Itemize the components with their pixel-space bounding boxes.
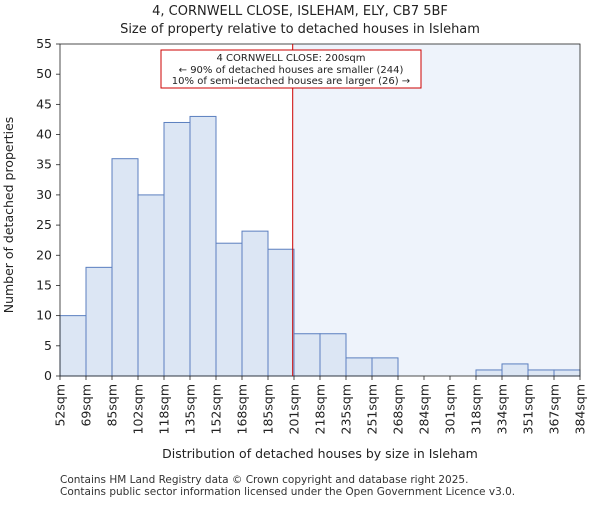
x-tick-label: 301sqm	[443, 384, 458, 434]
y-tick-label: 55	[36, 36, 52, 51]
x-tick-label: 384sqm	[573, 384, 588, 434]
x-tick-label: 201sqm	[287, 384, 302, 434]
y-tick-label: 20	[36, 247, 52, 262]
x-tick-label: 351sqm	[521, 384, 536, 434]
x-axis-label: Distribution of detached houses by size …	[162, 446, 478, 461]
y-axis: 0 5 10 15 20 25 30 35 40 45 50 55	[36, 36, 60, 383]
bar-69sqm	[85, 266, 113, 377]
bar-152sqm	[215, 242, 243, 377]
annotation-line-3: 10% of semi-detached houses are larger (…	[172, 76, 410, 87]
bar-251sqm	[371, 357, 399, 377]
x-tick-label: 85sqm	[105, 384, 120, 427]
x-tick-label: 52sqm	[53, 384, 68, 427]
x-tick-label: 284sqm	[417, 384, 432, 434]
x-tick-label: 185sqm	[261, 384, 276, 434]
y-tick-label: 45	[36, 96, 52, 111]
bar-351sqm	[527, 369, 555, 377]
x-tick-label: 69sqm	[79, 384, 94, 427]
y-tick-label: 10	[36, 308, 52, 323]
chart-subtitle: Size of property relative to detached ho…	[120, 22, 480, 37]
y-tick-label: 5	[44, 338, 52, 353]
y-tick-label: 30	[36, 187, 52, 202]
x-tick-label: 268sqm	[391, 384, 406, 434]
annotation-line-2: ← 90% of detached houses are smaller (24…	[179, 65, 404, 76]
y-tick-label: 40	[36, 127, 52, 142]
y-tick-label: 35	[36, 157, 52, 172]
y-tick-label: 0	[44, 368, 52, 383]
bar-185sqm	[267, 248, 295, 377]
x-tick-label: 118sqm	[157, 384, 172, 434]
chart-title: 4, CORNWELL CLOSE, ISLEHAM, ELY, CB7 5BF	[152, 4, 448, 19]
footer-line-1: Contains HM Land Registry data © Crown c…	[60, 474, 468, 486]
bar-118sqm	[163, 121, 191, 377]
highlight-region	[292, 44, 580, 376]
bar-318sqm	[475, 369, 503, 377]
bar-218sqm	[319, 333, 347, 377]
y-axis-label: Number of detached properties	[1, 117, 16, 314]
bar-201sqm	[293, 333, 321, 377]
bar-102sqm	[137, 194, 165, 377]
bar-135sqm	[189, 115, 217, 377]
bar-168sqm	[241, 230, 269, 377]
footer-line-2: Contains public sector information licen…	[60, 486, 515, 498]
y-tick-label: 50	[36, 66, 52, 81]
x-tick-label: 235sqm	[339, 384, 354, 434]
x-tick-label: 152sqm	[209, 384, 224, 434]
bar-235sqm	[345, 357, 373, 377]
x-tick-label: 168sqm	[235, 384, 250, 434]
annotation-box	[160, 49, 422, 89]
y-tick-label: 25	[36, 217, 52, 232]
x-tick-label: 135sqm	[183, 384, 198, 434]
bar-367sqm	[553, 369, 581, 377]
bar-52sqm	[59, 315, 87, 377]
bar-85sqm	[111, 158, 139, 377]
x-tick-label: 318sqm	[469, 384, 484, 434]
bar-334sqm	[501, 363, 529, 377]
x-tick-label: 102sqm	[131, 384, 146, 434]
x-tick-label: 251sqm	[365, 384, 380, 434]
x-tick-label: 334sqm	[495, 384, 510, 434]
x-tick-label: 218sqm	[313, 384, 328, 434]
bars-group	[59, 115, 581, 377]
annotation-line-1: 4 CORNWELL CLOSE: 200sqm	[216, 53, 365, 64]
x-tick-label: 367sqm	[547, 384, 562, 434]
y-tick-label: 15	[36, 277, 52, 292]
x-axis: 52sqm 69sqm 85sqm 102sqm 118sqm 135sqm 152sqm 1…	[53, 376, 588, 434]
